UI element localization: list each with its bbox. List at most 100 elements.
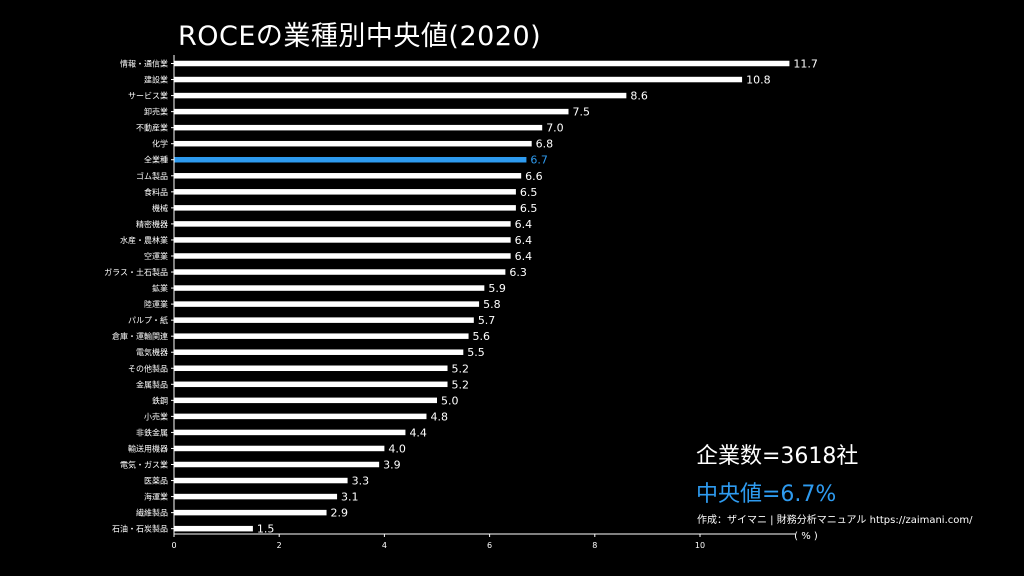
value-label: 6.6 — [525, 170, 543, 183]
bar — [174, 173, 522, 179]
bar — [174, 333, 469, 339]
bar — [174, 285, 485, 291]
bar — [174, 461, 380, 468]
bar — [174, 124, 543, 131]
category-label: ガラス・土石製品 — [104, 267, 168, 277]
category-label: 機械 — [152, 203, 168, 213]
bar — [174, 509, 327, 516]
value-label: 6.3 — [509, 266, 527, 279]
category-label: 倉庫・運輸関連 — [112, 331, 168, 341]
category-label: 陸運業 — [144, 299, 168, 309]
bar — [174, 429, 406, 436]
category-label: その他製品 — [128, 363, 168, 373]
value-label: 5.5 — [467, 346, 485, 359]
category-label: 繊維製品 — [136, 508, 168, 518]
value-label: 1.5 — [257, 523, 275, 536]
value-label: 6.8 — [536, 138, 554, 151]
value-label: 6.5 — [520, 202, 538, 215]
bar — [174, 221, 511, 227]
value-label: 4.0 — [388, 442, 406, 455]
value-label: 5.6 — [473, 330, 491, 343]
bar — [174, 76, 743, 83]
x-tick-label: 0 — [171, 541, 176, 550]
x-axis-label: ( % ) — [794, 531, 818, 542]
category-label: 水産・農林業 — [120, 235, 168, 245]
category-label: 輸送用機器 — [128, 443, 168, 453]
category-label: 建設業 — [144, 75, 168, 85]
category-label: 全業種 — [144, 155, 168, 165]
bar — [174, 397, 437, 404]
value-label: 5.2 — [452, 362, 470, 375]
category-label: 精密機器 — [136, 219, 168, 229]
value-label: 10.8 — [746, 74, 771, 87]
value-label: 5.8 — [483, 298, 501, 311]
bar — [174, 253, 511, 259]
bar — [174, 349, 464, 355]
value-label: 6.4 — [515, 234, 533, 247]
bar — [174, 493, 338, 500]
category-label: 不動産業 — [136, 123, 168, 133]
bar — [174, 413, 427, 420]
value-label: 5.7 — [478, 314, 496, 327]
x-tick-label: 6 — [487, 541, 492, 550]
category-label: 医薬品 — [144, 476, 168, 486]
bar — [174, 140, 532, 147]
x-tick-label: 2 — [277, 541, 282, 550]
bar — [174, 317, 474, 323]
credit-text: 作成：ザイマニ | 財務分析マニュアル https://zaimani.com/ — [697, 515, 973, 526]
x-tick-label: 10 — [695, 541, 705, 550]
bar — [174, 92, 627, 99]
category-label: パルプ・紙 — [128, 315, 168, 325]
value-label: 4.8 — [430, 410, 448, 423]
bar — [174, 269, 506, 275]
value-label: 6.4 — [515, 218, 533, 231]
bar — [174, 237, 511, 243]
bar — [174, 477, 348, 484]
bar — [174, 156, 527, 163]
x-tick-label: 4 — [382, 541, 387, 550]
bar — [174, 445, 385, 452]
value-label: 7.0 — [546, 122, 564, 135]
category-label: 小売業 — [144, 411, 168, 421]
bar — [174, 205, 516, 211]
bar — [174, 365, 448, 372]
bar — [174, 189, 516, 195]
bar — [174, 301, 480, 307]
bar — [174, 108, 569, 115]
value-label: 6.4 — [515, 250, 533, 263]
category-label: 石油・石炭製品 — [112, 524, 168, 534]
bar — [174, 381, 448, 388]
category-label: 鉄鋼 — [152, 395, 168, 405]
category-label: 食料品 — [144, 187, 168, 197]
category-label: 卸売業 — [144, 107, 168, 117]
value-label: 5.2 — [452, 378, 470, 391]
value-label: 11.7 — [793, 58, 818, 71]
category-label: ゴム製品 — [136, 171, 168, 181]
category-label: 電気・ガス業 — [120, 460, 168, 470]
company-count-annotation: 企業数=3618社 — [696, 444, 859, 469]
value-label: 8.6 — [630, 90, 648, 103]
bar — [174, 60, 790, 67]
value-label: 3.9 — [383, 459, 401, 472]
value-label: 7.5 — [573, 106, 591, 119]
value-label: 5.9 — [488, 282, 506, 295]
value-label: 4.4 — [409, 426, 427, 439]
median-annotation: 中央値=6.7% — [696, 482, 837, 507]
category-label: 電気機器 — [136, 347, 168, 357]
category-label: 空運業 — [144, 251, 168, 261]
category-label: 鉱業 — [152, 283, 168, 293]
category-label: 化学 — [152, 139, 168, 149]
category-label: 海運業 — [144, 492, 168, 502]
value-label: 3.3 — [352, 475, 370, 488]
category-label: 情報・通信業 — [120, 59, 168, 69]
value-label: 6.7 — [530, 154, 548, 167]
category-label: 金属製品 — [136, 379, 168, 389]
value-label: 2.9 — [331, 507, 349, 520]
category-label: 非鉄金属 — [136, 427, 168, 437]
x-tick-label: 8 — [592, 541, 597, 550]
value-label: 5.0 — [441, 394, 459, 407]
value-label: 3.1 — [341, 491, 359, 504]
category-label: サービス業 — [128, 91, 168, 101]
chart-title: ROCEの業種別中央値(2020) — [178, 21, 542, 52]
